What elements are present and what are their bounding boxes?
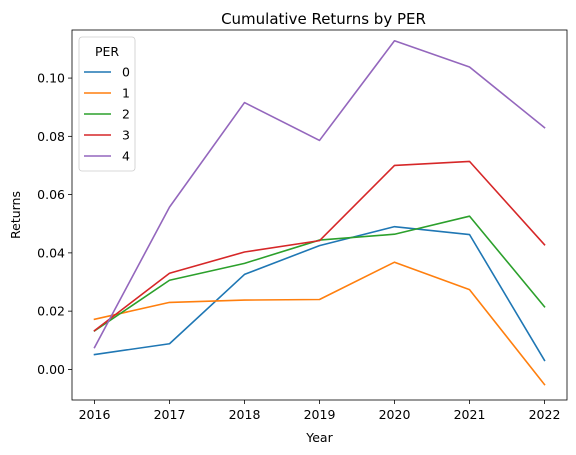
legend-label-4: 4 [122,149,130,164]
legend-title: PER [95,44,119,59]
x-tick-label: 2019 [304,407,336,422]
series-lines [93,39,546,386]
legend-box [78,36,136,172]
y-tick-label: 0.00 [37,362,65,377]
series-line-4 [93,39,546,349]
legend-label-0: 0 [122,65,130,80]
chart-title: Cumulative Returns by PER [221,10,426,28]
legend: PER 0 1 2 3 4 [78,36,136,172]
x-tick-label: 2020 [379,407,411,422]
y-axis-title: Returns [8,191,23,239]
x-tick-label: 2017 [154,407,186,422]
y-axis: 0.00 0.02 0.04 0.06 0.08 0.10 [37,71,72,377]
x-tick-label: 2016 [79,407,111,422]
legend-label-1: 1 [122,86,130,101]
series-line-2 [93,215,546,333]
x-tick-label: 2022 [529,407,561,422]
y-tick-label: 0.10 [37,71,65,86]
legend-entries: 0 1 2 3 4 [84,65,130,164]
legend-label-2: 2 [122,107,130,122]
series-line-0 [93,225,546,362]
series-line-3 [93,160,546,332]
y-tick-label: 0.02 [37,304,65,319]
series-line-1 [93,261,546,386]
y-tick-label: 0.08 [37,129,65,144]
x-tick-label: 2018 [229,407,261,422]
x-tick-label: 2021 [454,407,486,422]
y-tick-label: 0.06 [37,187,65,202]
x-axis-title: Year [305,430,333,445]
y-tick-label: 0.04 [37,245,65,260]
x-axis: 2016 2017 2018 2019 2020 2021 2022 [79,400,561,422]
legend-label-3: 3 [122,128,130,143]
